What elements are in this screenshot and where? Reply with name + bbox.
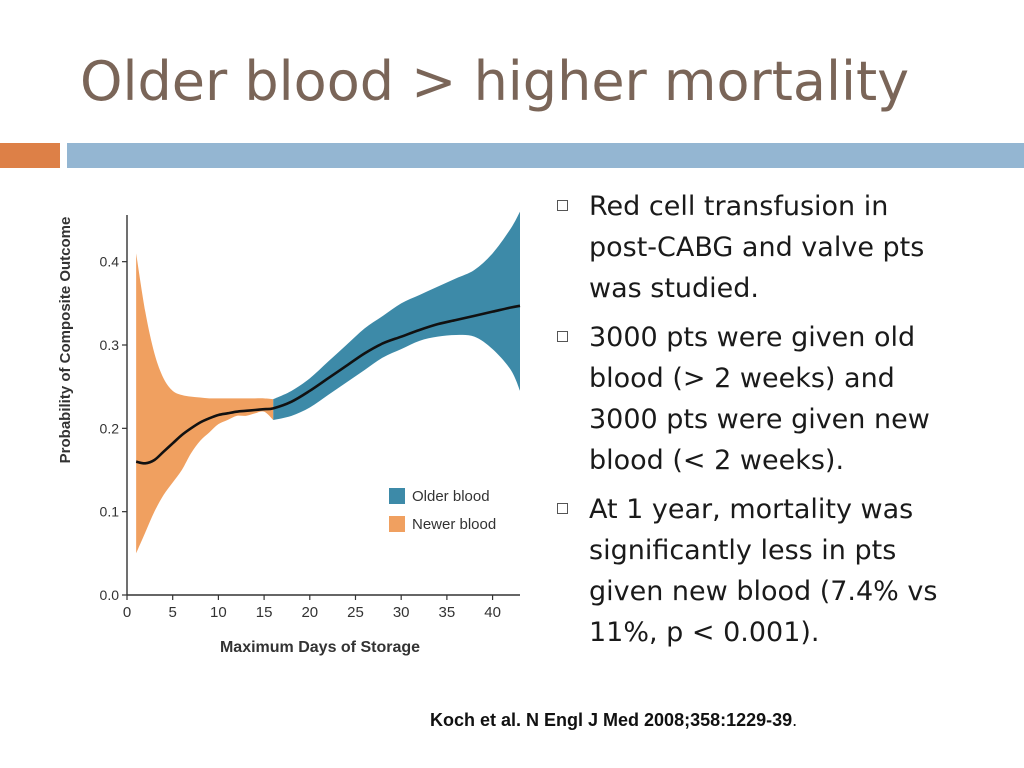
bullet-list: Red cell transfusion in post-CABG and va… [555, 186, 955, 661]
estimate-line-group [135, 304, 521, 465]
y-tick-label: 0.3 [100, 337, 120, 353]
square-bullet-icon [557, 331, 568, 342]
slide-title: Older blood > higher mortality [80, 50, 910, 113]
bullet-text: 3000 pts were given old blood (> 2 weeks… [589, 322, 930, 476]
legend-label-newer: Newer blood [412, 516, 496, 533]
accent-bar-orange [0, 143, 60, 168]
accent-bar-blue [67, 143, 1024, 168]
estimate-line [135, 304, 521, 465]
y-tick-label: 0.0 [100, 587, 120, 603]
legend-swatch-newer [389, 516, 405, 532]
x-tick-label: 35 [439, 604, 456, 621]
x-tick-label: 0 [123, 604, 131, 621]
x-tick-label: 10 [210, 604, 227, 621]
y-tick-label: 0.1 [100, 504, 120, 520]
confidence-bands [136, 211, 520, 554]
bullet-item: 3000 pts were given old blood (> 2 weeks… [555, 317, 955, 481]
bullet-item: At 1 year, mortality was significantly l… [555, 489, 955, 653]
citation-text: Koch et al. N Engl J Med 2008;358:1229-3… [430, 710, 793, 730]
x-tick-label: 25 [347, 604, 364, 621]
citation: Koch et al. N Engl J Med 2008;358:1229-3… [430, 710, 797, 731]
y-axis-label: Probability of Composite Outcome [57, 217, 74, 464]
x-tick-label: 5 [169, 604, 177, 621]
legend: Older blood Newer blood [389, 488, 496, 533]
square-bullet-icon [557, 503, 568, 514]
x-tick-label: 40 [484, 604, 501, 621]
y-tick-label: 0.4 [100, 254, 120, 270]
y-tick-label: 0.2 [100, 420, 120, 436]
citation-period: . [792, 710, 798, 730]
square-bullet-icon [557, 200, 568, 211]
x-tick-label: 20 [301, 604, 318, 621]
x-axis-label: Maximum Days of Storage [220, 639, 420, 656]
x-tick-label: 15 [256, 604, 273, 621]
bullet-text: At 1 year, mortality was significantly l… [589, 494, 938, 648]
axes: 0 5 10 15 20 25 30 35 40 0.0 0.1 0.2 0.3 0.4 [100, 215, 520, 621]
legend-swatch-older [389, 488, 405, 504]
newer-blood-band [136, 253, 274, 554]
older-blood-band [273, 211, 520, 420]
x-tick-label: 30 [393, 604, 410, 621]
bullet-item: Red cell transfusion in post-CABG and va… [555, 186, 955, 309]
legend-label-older: Older blood [412, 488, 490, 505]
bullet-text: Red cell transfusion in post-CABG and va… [589, 191, 925, 304]
storage-outcome-chart: 0 5 10 15 20 25 30 35 40 0.0 0.1 0.2 0.3 0.4 Older bl… [57, 211, 521, 656]
